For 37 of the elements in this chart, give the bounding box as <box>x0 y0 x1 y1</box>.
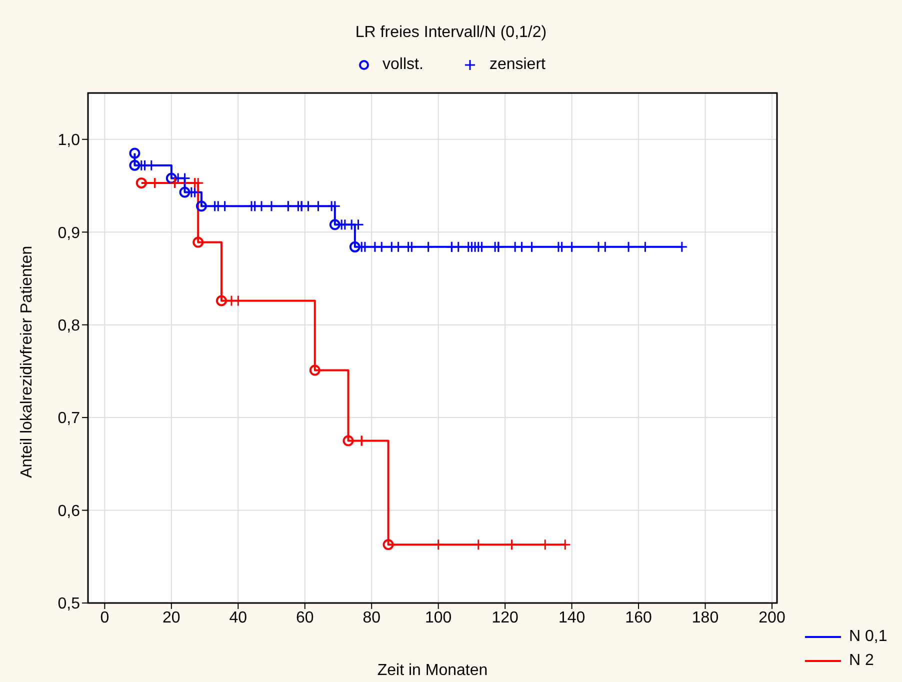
y-tick-label: 0,8 <box>58 318 80 334</box>
legend-label: zensiert <box>489 56 546 74</box>
x-tick-label: 160 <box>625 609 652 626</box>
x-tick-label: 100 <box>424 609 452 626</box>
point <box>382 539 394 550</box>
legend-label: N 2 <box>849 652 874 670</box>
point <box>349 241 360 252</box>
x-tick-label: 40 <box>229 609 248 626</box>
point <box>192 236 204 248</box>
point <box>329 219 340 230</box>
legend-label: N 0,1 <box>849 628 888 646</box>
legend-label: vollst. <box>382 56 424 74</box>
y-tick-label: 0,7 <box>58 410 80 428</box>
x-tick-label: 20 <box>162 609 180 626</box>
chart-title: LR freies Intervall/N (0,1/2) <box>354 24 548 42</box>
x-tick-label: 0 <box>100 609 110 626</box>
point <box>309 364 320 376</box>
y-tick-label: 0,9 <box>58 224 80 242</box>
y-axis-title: Anteil lokalrezidivfreier Patienten <box>18 246 36 478</box>
x-tick-label: 180 <box>692 609 719 626</box>
point <box>136 177 147 188</box>
x-axis-title: Zeit in Monaten <box>377 662 488 679</box>
point <box>129 160 140 171</box>
x-tick-label: 80 <box>362 609 381 626</box>
point <box>179 186 190 198</box>
point <box>216 295 227 306</box>
y-tick-label: 0,6 <box>58 502 80 520</box>
x-tick-label: 120 <box>492 609 519 626</box>
y-tick-label: 1,0 <box>58 132 80 150</box>
point <box>166 172 177 184</box>
x-tick-label: 200 <box>758 609 786 626</box>
x-tick-label: 60 <box>296 609 314 626</box>
y-tick-label: 0,5 <box>58 596 80 613</box>
point <box>342 435 354 446</box>
x-tick-label: 140 <box>558 609 586 626</box>
point <box>129 148 140 159</box>
point <box>196 200 207 212</box>
